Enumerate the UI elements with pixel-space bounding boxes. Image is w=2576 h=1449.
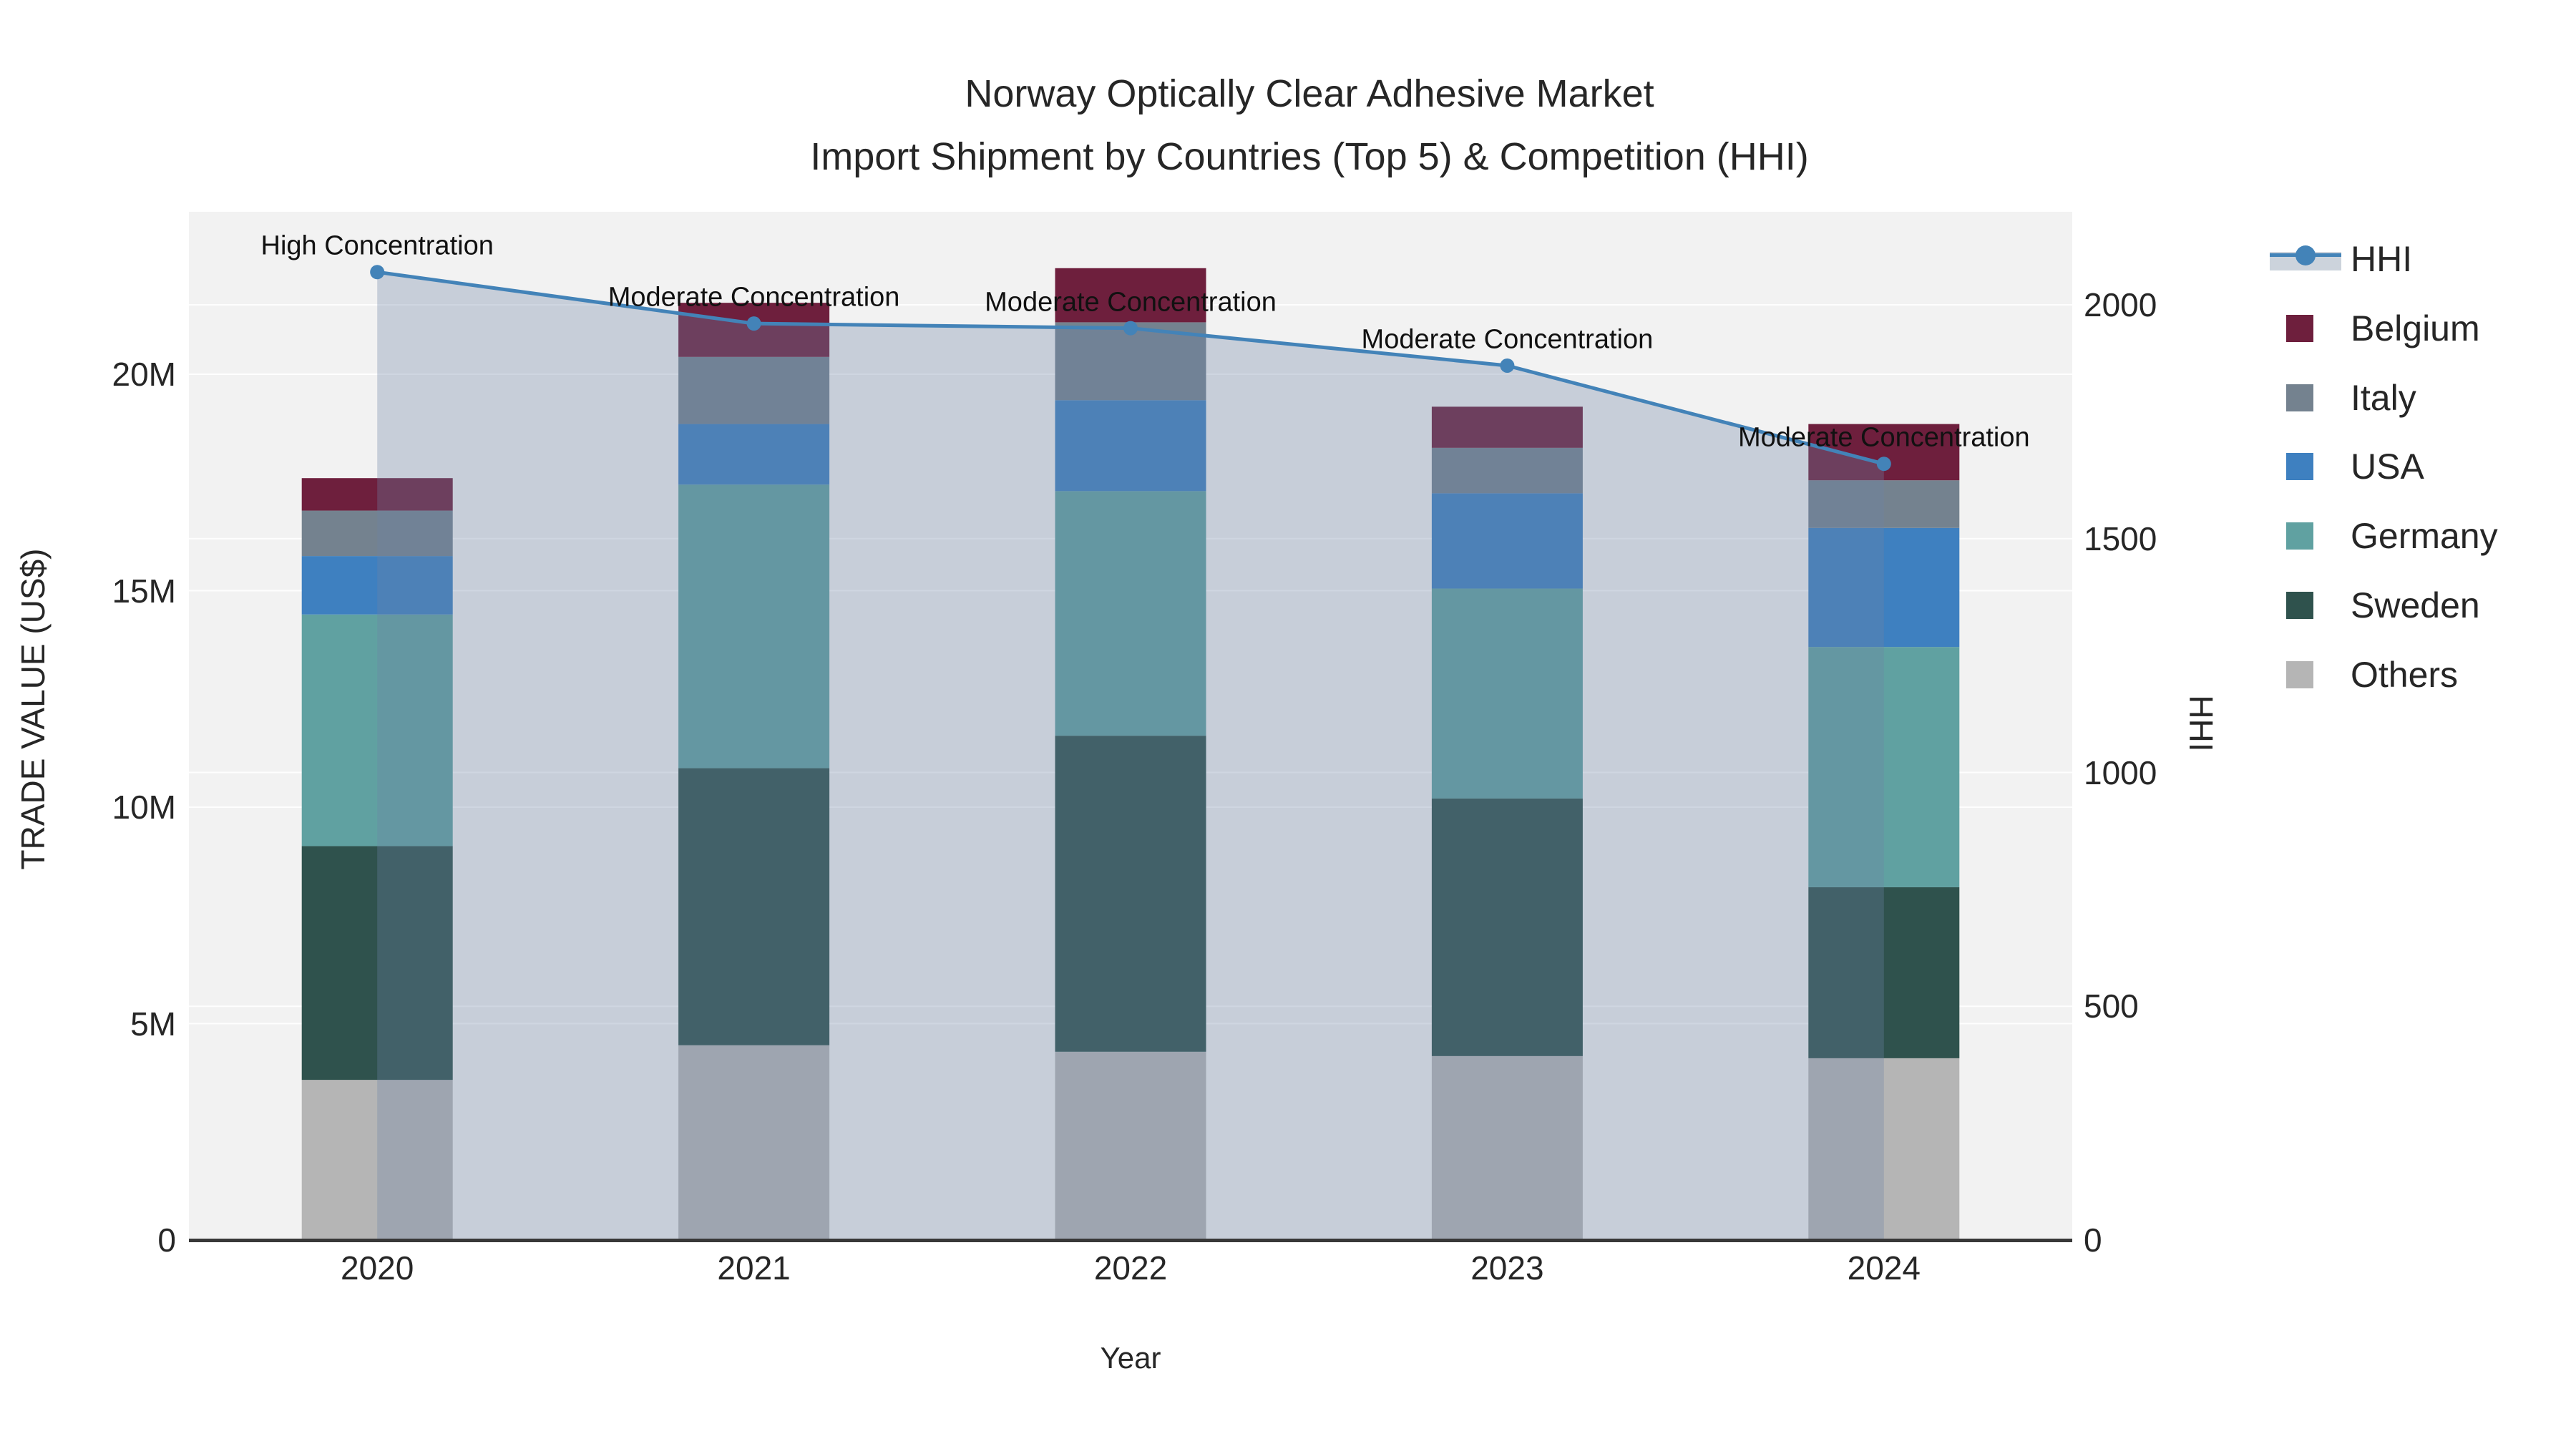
hhi-area-fill (377, 272, 1884, 1240)
y-left-tick-10M: 10M (112, 789, 176, 826)
bar-segment-sweden-2023 (1431, 798, 1583, 1056)
germany-swatch-icon (2270, 520, 2351, 552)
bar-segment-others-2022 (1055, 1051, 1206, 1240)
bar-segment-others-2020 (301, 1080, 453, 1240)
bar-segment-usa-2022 (1055, 400, 1206, 492)
hhi-marker-2024 (1876, 457, 1891, 472)
y-right-tick-2000: 2000 (2084, 286, 2157, 323)
bar-segment-usa-2024 (1808, 527, 1960, 648)
italy-swatch-icon (2270, 382, 2351, 414)
legend-label-germany: Germany (2351, 516, 2498, 557)
annotation-2020: High Concentration (260, 230, 494, 261)
y-right-tick-500: 500 (2084, 987, 2139, 1025)
y-left-tick-15M: 15M (112, 572, 176, 610)
y-left-tick-20M: 20M (112, 356, 176, 393)
legend-item-others[interactable]: Others (2270, 654, 2458, 696)
legend-label-usa: USA (2351, 447, 2424, 487)
y-left-axis-title: TRADE VALUE (US$) (14, 548, 52, 870)
legend-item-usa[interactable]: USA (2270, 446, 2424, 487)
belgium-swatch-icon (2270, 313, 2351, 344)
bar-segment-germany-2021 (678, 484, 830, 769)
legend-label-others: Others (2351, 654, 2459, 695)
bar-segment-others-2021 (678, 1045, 830, 1240)
bar-segment-others-2023 (1431, 1055, 1583, 1240)
bar-segment-italy-2023 (1431, 447, 1583, 494)
bar-segment-others-2024 (1808, 1058, 1960, 1240)
bar-segment-germany-2024 (1808, 647, 1960, 887)
sweden-swatch-icon (2270, 590, 2351, 621)
x-tick-2023: 2023 (1470, 1249, 1544, 1287)
bar-segment-usa-2020 (301, 556, 453, 615)
bar-segment-usa-2023 (1431, 493, 1583, 589)
legend-label-hhi: HHI (2351, 239, 2413, 279)
x-axis-line (189, 1239, 2072, 1242)
bar-segment-sweden-2024 (1808, 887, 1960, 1058)
legend-item-hhi[interactable]: HHI (2270, 238, 2412, 280)
chart-title-line1: Norway Optically Clear Adhesive Market (965, 72, 1654, 115)
hhi-marker-2021 (746, 316, 761, 331)
bar-segment-germany-2022 (1055, 491, 1206, 736)
bar-segment-sweden-2021 (678, 768, 830, 1045)
others-swatch-icon (2270, 659, 2351, 691)
x-tick-2024: 2024 (1847, 1249, 1921, 1287)
legend-item-belgium[interactable]: Belgium (2270, 308, 2480, 349)
bar-segment-sweden-2020 (301, 846, 453, 1080)
annotation-2021: Moderate Concentration (608, 282, 900, 313)
bar-segment-belgium-2020 (301, 478, 453, 511)
hhi-marker-2020 (370, 265, 385, 280)
bar-segment-belgium-2022 (1055, 268, 1206, 323)
bar-segment-germany-2020 (301, 614, 453, 847)
hhi-marker-2022 (1123, 321, 1138, 336)
annotation-2022: Moderate Concentration (985, 287, 1277, 318)
hhi-marker-2023 (1500, 358, 1515, 373)
y-right-tick-1500: 1500 (2084, 519, 2157, 557)
legend-item-italy[interactable]: Italy (2270, 377, 2416, 419)
bar-segment-italy-2020 (301, 510, 453, 557)
legend-item-sweden[interactable]: Sweden (2270, 585, 2480, 626)
bar-segment-usa-2021 (678, 424, 830, 485)
hhi-line-legend-icon (2270, 243, 2351, 275)
x-tick-2022: 2022 (1093, 1249, 1168, 1287)
x-tick-2021: 2021 (717, 1249, 791, 1287)
usa-swatch-icon (2270, 451, 2351, 482)
x-axis-title: Year (1100, 1341, 1161, 1375)
legend-label-belgium: Belgium (2351, 308, 2480, 348)
legend-label-italy: Italy (2351, 377, 2416, 418)
bar-segment-italy-2021 (678, 356, 830, 424)
y-left-tick-0: 0 (157, 1221, 176, 1259)
legend-item-germany[interactable]: Germany (2270, 515, 2498, 557)
annotation-2023: Moderate Concentration (1361, 324, 1654, 355)
annotation-2024: Moderate Concentration (1737, 422, 2030, 453)
bar-segment-sweden-2022 (1055, 736, 1206, 1052)
y-right-axis-title: HHI (2182, 695, 2220, 752)
bar-segment-italy-2024 (1808, 480, 1960, 528)
y-right-tick-1000: 1000 (2084, 753, 2157, 791)
y-right-tick-0: 0 (2084, 1221, 2102, 1259)
y-left-tick-5M: 5M (130, 1005, 176, 1043)
bar-segment-germany-2023 (1431, 588, 1583, 799)
x-tick-2020: 2020 (341, 1249, 414, 1287)
chart-title-line2: Import Shipment by Countries (Top 5) & C… (810, 135, 1809, 178)
legend-label-sweden: Sweden (2351, 585, 2480, 625)
bar-segment-belgium-2023 (1431, 406, 1583, 448)
